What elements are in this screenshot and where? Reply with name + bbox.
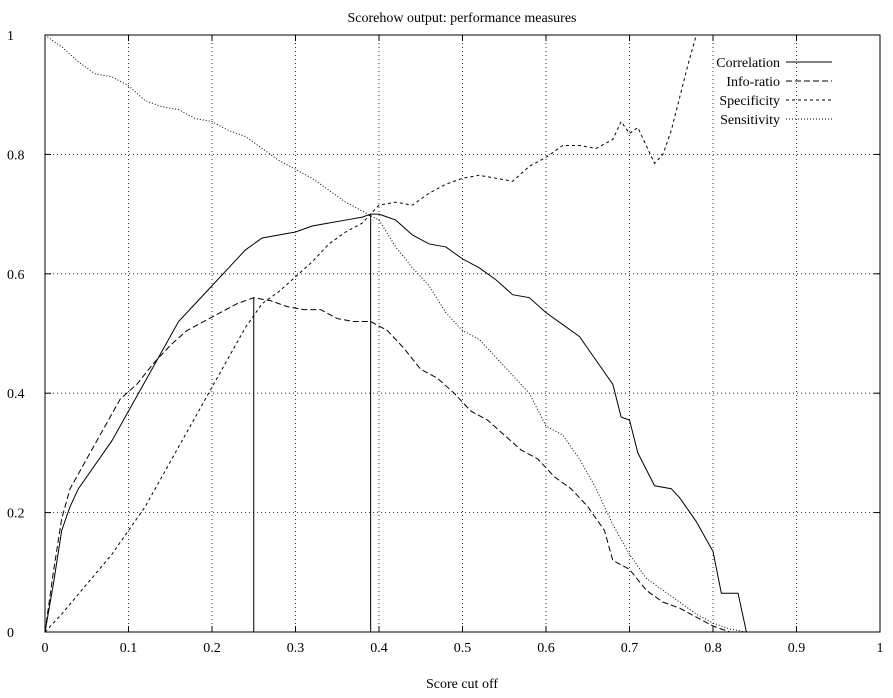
- x-tick-label: 0.8: [704, 641, 722, 656]
- y-tick-label: 0.2: [7, 507, 25, 522]
- legend-label: Specificity: [719, 94, 780, 109]
- y-axis: 0 0.2 0.4 0.6 0.8 1: [7, 29, 880, 641]
- x-tick-label: 1: [877, 641, 884, 656]
- x-tick-label: 0.3: [287, 641, 305, 656]
- series-line-info-ratio: [45, 297, 880, 632]
- series-line-specificity: [45, 35, 697, 632]
- x-tick-label: 0.5: [454, 641, 472, 656]
- y-tick-label: 0: [7, 626, 14, 641]
- optimum-markers: [253, 214, 372, 632]
- chart-title: Scorehow output: performance measures: [348, 11, 577, 26]
- legend-label: Sensitivity: [720, 113, 780, 128]
- x-tick-label: 0.4: [370, 641, 388, 656]
- x-tick-label: 0.1: [120, 641, 138, 656]
- legend-label: Info-ratio: [726, 75, 780, 90]
- y-tick-label: 1: [7, 29, 14, 44]
- x-tick-label: 0.9: [788, 641, 806, 656]
- x-axis-label: Score cut off: [426, 677, 498, 692]
- series-group: [45, 35, 880, 632]
- y-tick-label: 0.6: [7, 268, 25, 283]
- x-tick-label: 0.7: [621, 641, 639, 656]
- x-tick-label: 0.6: [537, 641, 555, 656]
- legend-label: Correlation: [716, 56, 780, 71]
- y-tick-label: 0.8: [7, 148, 25, 163]
- legend: Correlation Info-ratio Specificity Sensitiv…: [716, 56, 832, 128]
- x-tick-label: 0.2: [203, 641, 221, 656]
- x-axis: 0 0.1 0.2 0.3 0.4 0.5 0.6 0.7 0.8 0.9 1: [42, 35, 884, 656]
- series-line-correlation: [45, 213, 880, 632]
- y-tick-label: 0.4: [7, 387, 25, 402]
- x-tick-label: 0: [42, 641, 49, 656]
